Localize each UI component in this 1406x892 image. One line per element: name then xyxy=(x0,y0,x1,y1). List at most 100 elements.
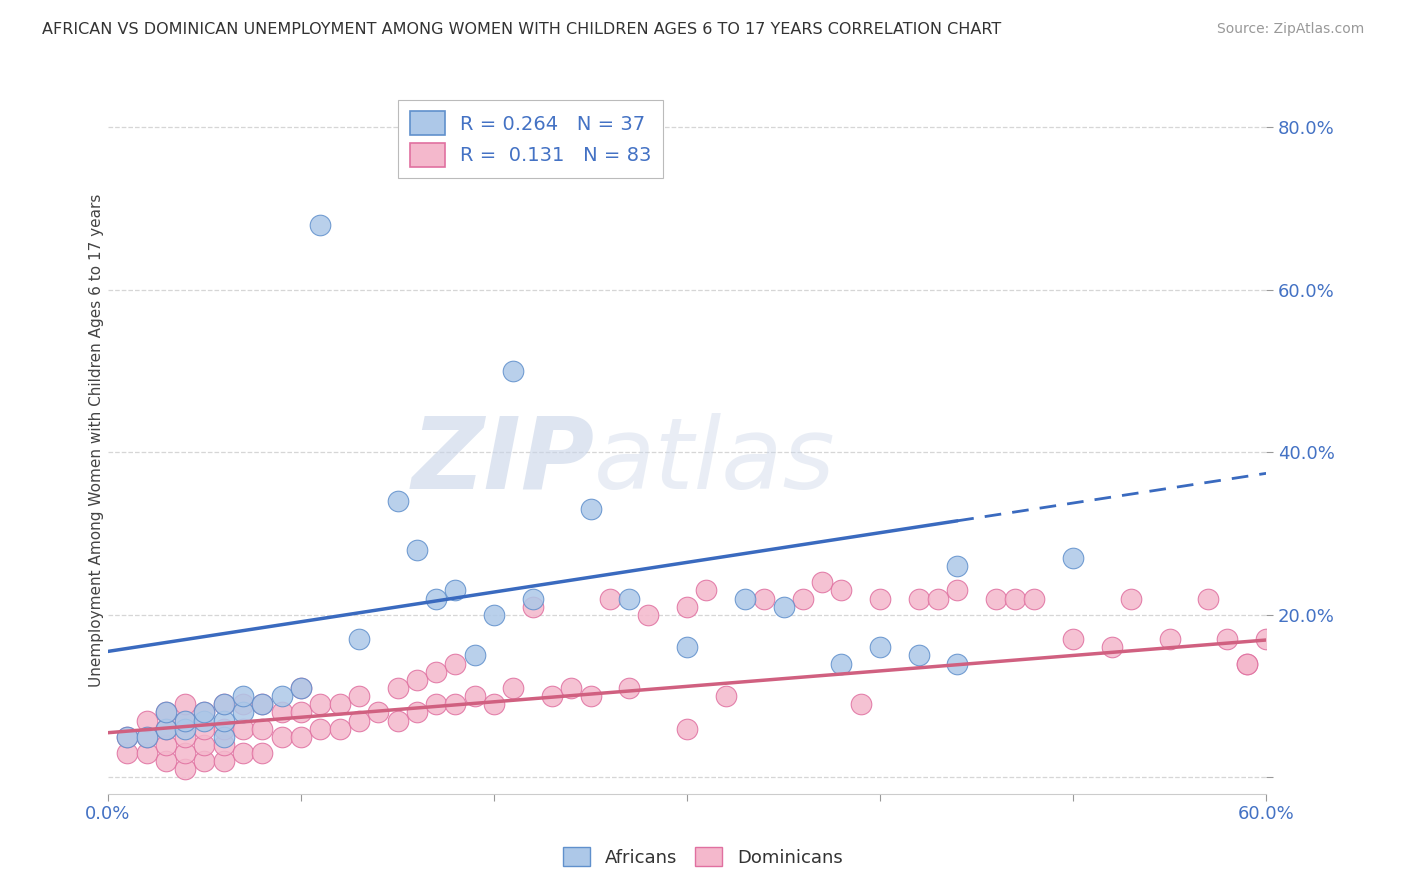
Point xyxy=(676,640,699,655)
Point xyxy=(193,738,215,752)
Point xyxy=(347,689,370,703)
Point xyxy=(212,714,235,728)
Point xyxy=(212,730,235,744)
Point xyxy=(1216,632,1239,647)
Point xyxy=(1236,657,1258,671)
Point xyxy=(155,722,177,736)
Point xyxy=(387,681,409,695)
Point xyxy=(444,583,467,598)
Point xyxy=(714,689,737,703)
Point xyxy=(270,706,292,720)
Point xyxy=(174,746,197,760)
Point xyxy=(1062,550,1084,565)
Point xyxy=(1024,591,1046,606)
Point xyxy=(174,714,197,728)
Point xyxy=(1236,657,1258,671)
Point xyxy=(309,698,332,712)
Point xyxy=(212,698,235,712)
Point xyxy=(193,706,215,720)
Point xyxy=(560,681,582,695)
Point xyxy=(617,591,640,606)
Point xyxy=(541,689,564,703)
Point xyxy=(946,559,969,574)
Point xyxy=(193,754,215,768)
Point xyxy=(676,599,699,614)
Point xyxy=(387,494,409,508)
Legend: R = 0.264   N = 37, R =  0.131   N = 83: R = 0.264 N = 37, R = 0.131 N = 83 xyxy=(398,100,664,178)
Point xyxy=(695,583,717,598)
Point xyxy=(849,698,872,712)
Point xyxy=(174,762,197,776)
Text: AFRICAN VS DOMINICAN UNEMPLOYMENT AMONG WOMEN WITH CHILDREN AGES 6 TO 17 YEARS C: AFRICAN VS DOMINICAN UNEMPLOYMENT AMONG … xyxy=(42,22,1001,37)
Point xyxy=(193,714,215,728)
Point xyxy=(155,706,177,720)
Point xyxy=(252,698,274,712)
Point xyxy=(772,599,794,614)
Point xyxy=(579,689,602,703)
Point xyxy=(135,746,157,760)
Point xyxy=(135,730,157,744)
Point xyxy=(252,746,274,760)
Point xyxy=(754,591,776,606)
Point xyxy=(232,698,254,712)
Point xyxy=(522,599,544,614)
Point xyxy=(811,575,834,590)
Text: atlas: atlas xyxy=(595,413,837,509)
Y-axis label: Unemployment Among Women with Children Ages 6 to 17 years: Unemployment Among Women with Children A… xyxy=(90,194,104,687)
Point xyxy=(232,706,254,720)
Point xyxy=(830,583,852,598)
Point xyxy=(117,730,139,744)
Point xyxy=(155,738,177,752)
Legend: Africans, Dominicans: Africans, Dominicans xyxy=(557,840,849,874)
Point xyxy=(193,722,215,736)
Point xyxy=(522,591,544,606)
Point xyxy=(502,681,524,695)
Point xyxy=(869,640,891,655)
Point xyxy=(290,681,312,695)
Point xyxy=(155,754,177,768)
Point xyxy=(502,364,524,378)
Point xyxy=(444,698,467,712)
Point xyxy=(405,706,427,720)
Point xyxy=(830,657,852,671)
Point xyxy=(1197,591,1219,606)
Point xyxy=(1004,591,1026,606)
Point xyxy=(907,648,929,663)
Point xyxy=(252,698,274,712)
Point xyxy=(927,591,949,606)
Point xyxy=(869,591,891,606)
Point xyxy=(579,502,602,516)
Point xyxy=(347,632,370,647)
Point xyxy=(329,698,352,712)
Point xyxy=(425,665,447,679)
Point xyxy=(290,730,312,744)
Point xyxy=(193,706,215,720)
Point xyxy=(405,673,427,687)
Point xyxy=(232,746,254,760)
Point xyxy=(405,542,427,557)
Point xyxy=(329,722,352,736)
Point xyxy=(1254,632,1277,647)
Point xyxy=(1119,591,1142,606)
Point xyxy=(637,607,659,622)
Point xyxy=(617,681,640,695)
Point xyxy=(174,730,197,744)
Point xyxy=(232,722,254,736)
Text: Source: ZipAtlas.com: Source: ZipAtlas.com xyxy=(1216,22,1364,37)
Point xyxy=(482,607,505,622)
Point xyxy=(117,746,139,760)
Point xyxy=(444,657,467,671)
Point xyxy=(387,714,409,728)
Point xyxy=(599,591,621,606)
Point xyxy=(792,591,814,606)
Point xyxy=(174,722,197,736)
Point xyxy=(1101,640,1123,655)
Point xyxy=(270,689,292,703)
Point xyxy=(464,648,486,663)
Point xyxy=(984,591,1007,606)
Point xyxy=(946,657,969,671)
Point xyxy=(425,698,447,712)
Point xyxy=(367,706,389,720)
Point xyxy=(135,714,157,728)
Point xyxy=(212,698,235,712)
